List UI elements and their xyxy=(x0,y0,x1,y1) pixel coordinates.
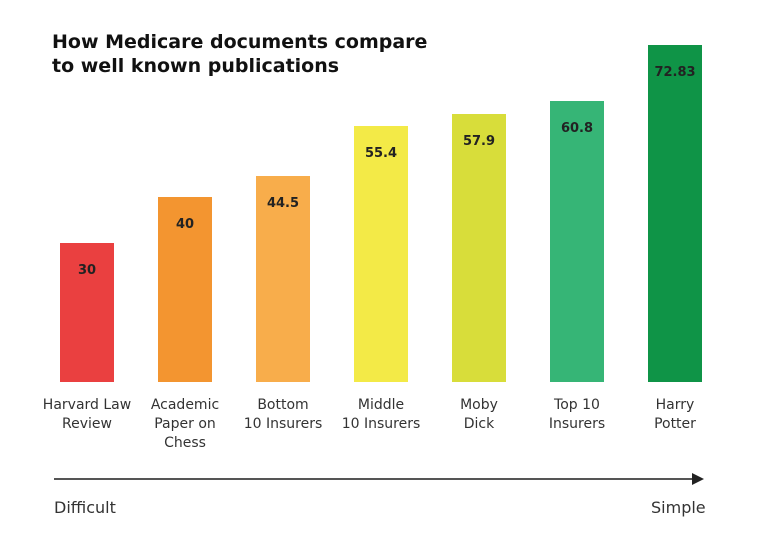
category-label: Bottom 10 Insurers xyxy=(243,397,323,432)
category-label: Harvard Law Review xyxy=(42,397,132,432)
category-label: Middle 10 Insurers xyxy=(341,397,421,432)
category-label: Moby Dick xyxy=(460,397,498,432)
bar xyxy=(354,125,408,382)
bar-value-label: 30 xyxy=(77,263,97,279)
bar xyxy=(158,196,212,382)
category-label: Academic Paper on Chess xyxy=(150,397,220,451)
chart-title: How Medicare documents compare to well k… xyxy=(52,31,428,77)
bar-value-label: 60.8 xyxy=(560,120,594,136)
bar-value-label: 40 xyxy=(175,216,195,232)
axis-label-difficult: Difficult xyxy=(54,498,116,517)
bar-value-label: 57.9 xyxy=(462,134,496,150)
bar xyxy=(256,176,310,382)
bar-value-label: 72.83 xyxy=(654,65,696,80)
bar xyxy=(648,45,702,382)
bar-value-label: 44.5 xyxy=(266,196,300,212)
arrow-right-icon xyxy=(692,473,704,485)
bar-value-label: 55.4 xyxy=(364,145,398,161)
bar xyxy=(60,243,114,382)
axis-label-simple: Simple xyxy=(651,498,706,517)
difficulty-axis-line xyxy=(54,478,694,480)
category-label: Top 10 Insurers xyxy=(548,397,606,432)
category-label: Harry Potter xyxy=(654,397,696,432)
bar xyxy=(452,114,506,382)
bar xyxy=(550,100,604,382)
